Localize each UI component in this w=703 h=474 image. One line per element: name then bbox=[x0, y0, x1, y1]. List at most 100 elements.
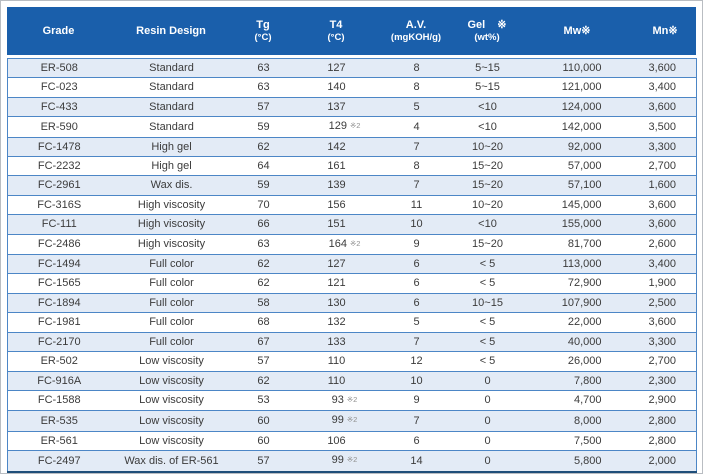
cell-t4: 133 bbox=[294, 331, 379, 352]
cell-t4: 164 ※2 bbox=[294, 233, 379, 255]
cell-gel: < 5 bbox=[454, 254, 521, 274]
cell-mw: 4,700 bbox=[520, 389, 635, 411]
cell-grade: FC-023 bbox=[7, 77, 111, 98]
cell-gel: < 5 bbox=[454, 273, 521, 294]
table-row: ER-535 Low viscosity 60 99 ※2 7 0 8,000 2,800 bbox=[7, 410, 697, 432]
cell-mw: 142,000 bbox=[520, 116, 635, 138]
cell-resin_design: Low viscosity bbox=[110, 389, 233, 411]
cell-t4: 106 bbox=[294, 430, 379, 451]
footnote-mark: ※2 bbox=[346, 394, 358, 404]
cell-mn: 2,700 bbox=[634, 156, 697, 176]
cell-gel: 15~20 bbox=[454, 175, 521, 196]
table-row: FC-1494 Full color 62 127 6 < 5 113,000 3,400 bbox=[7, 254, 697, 274]
column-header-mw: Mw※ bbox=[520, 7, 634, 55]
cell-grade: FC-1565 bbox=[7, 273, 111, 294]
cell-grade: ER-561 bbox=[7, 430, 111, 451]
table-row: FC-023 Standard 63 140 8 5~15 121,000 3,400 bbox=[7, 77, 697, 98]
table-body: ER-508 Standard 63 127 8 5~15 110,000 3,600 FC-0… bbox=[7, 58, 697, 473]
cell-t4: 127 bbox=[327, 62, 346, 74]
cell-av: 9 bbox=[378, 389, 455, 411]
cell-av: 9 bbox=[378, 233, 455, 255]
cell-tg: 66 bbox=[232, 214, 295, 235]
cell-gel: 0 bbox=[454, 430, 521, 451]
cell-t4: 132 bbox=[294, 312, 379, 333]
cell-tg: 53 bbox=[232, 389, 295, 411]
cell-grade: FC-1494 bbox=[7, 254, 111, 274]
cell-grade: FC-433 bbox=[7, 96, 111, 117]
cell-mn: 1,900 bbox=[634, 273, 697, 294]
cell-tg: 58 bbox=[232, 292, 295, 313]
resin-grades-table: ER-508 Standard 63 127 8 5~15 110,000 3,600 FC-0… bbox=[7, 58, 697, 473]
cell-av: 8 bbox=[378, 156, 455, 176]
cell-mw: 121,000 bbox=[520, 77, 635, 98]
footnote-mark: ※2 bbox=[349, 238, 361, 248]
cell-av: 6 bbox=[378, 292, 455, 313]
column-header-unit: (°C) bbox=[254, 31, 272, 43]
cell-tg: 68 bbox=[232, 312, 295, 333]
cell-resin_design: Standard bbox=[110, 96, 233, 117]
cell-mn: 2,000 bbox=[634, 450, 697, 473]
cell-gel: 10~15 bbox=[454, 292, 521, 313]
cell-t4: 127 bbox=[294, 254, 379, 274]
cell-resin_design: Standard bbox=[110, 77, 233, 98]
cell-resin_design: High gel bbox=[110, 136, 233, 157]
cell-tg: 70 bbox=[232, 194, 295, 215]
table-row: FC-2232 High gel 64 161 8 15~20 57,000 2,700 bbox=[7, 156, 697, 176]
column-header-unit: (°C) bbox=[327, 31, 345, 43]
cell-tg: 63 bbox=[257, 62, 270, 74]
cell-mn: 2,800 bbox=[634, 430, 697, 451]
cell-resin_design: Full color bbox=[110, 312, 233, 333]
cell-mn: 2,500 bbox=[634, 292, 697, 313]
cell-mw: 40,000 bbox=[520, 331, 635, 352]
cell-gel: 0 bbox=[454, 370, 521, 391]
cell-resin_design: Full color bbox=[110, 292, 233, 313]
cell-grade: ER-502 bbox=[7, 351, 111, 371]
cell-tg: 63 bbox=[232, 77, 295, 98]
cell-resin_design: High viscosity bbox=[110, 233, 233, 255]
cell-av: 6 bbox=[378, 254, 455, 274]
table-row: FC-111 High viscosity 66 151 10 <10 155,000 3,6… bbox=[7, 214, 697, 235]
cell-av: 7 bbox=[378, 410, 455, 432]
cell-tg: 60 bbox=[232, 410, 295, 432]
cell-mw: 124,000 bbox=[520, 96, 635, 117]
table-row: FC-1894 Full color 58 130 6 10~15 107,900 2,500 bbox=[7, 292, 697, 313]
cell-grade: FC-2486 bbox=[7, 233, 111, 255]
cell-resin_design: Full color bbox=[110, 254, 233, 274]
column-header-label: Gel ※ bbox=[467, 18, 507, 31]
cell-gel: 5~15 bbox=[454, 77, 521, 98]
cell-gel: 0 bbox=[454, 450, 521, 473]
cell-resin_design: Full color bbox=[110, 331, 233, 352]
column-header-label: A.V. bbox=[405, 18, 427, 31]
cell-mw: 7,500 bbox=[520, 430, 635, 451]
cell-mn: 3,600 bbox=[648, 62, 676, 74]
cell-mn: 3,400 bbox=[634, 254, 697, 274]
table-header-row: Grade Resin Design Tg (°C) T4 (°C) A.V. … bbox=[7, 7, 696, 55]
cell-grade: FC-2961 bbox=[7, 175, 111, 196]
cell-tg: 62 bbox=[232, 273, 295, 294]
cell-gel: <10 bbox=[454, 116, 521, 138]
cell-mn: 3,600 bbox=[634, 312, 697, 333]
cell-resin_design: Full color bbox=[110, 273, 233, 294]
cell-gel: <10 bbox=[454, 96, 521, 117]
table-row: FC-2170 Full color 67 133 7 < 5 40,000 3,300 bbox=[7, 331, 697, 352]
column-header-label: Mn※ bbox=[652, 24, 678, 37]
cell-tg: 62 bbox=[232, 370, 295, 391]
cell-mw: 57,000 bbox=[520, 156, 635, 176]
cell-tg: 64 bbox=[232, 156, 295, 176]
cell-resin_design: Wax dis. of ER-561 bbox=[110, 450, 233, 473]
cell-av: 6 bbox=[378, 273, 455, 294]
cell-grade: FC-1894 bbox=[7, 292, 111, 313]
cell-resin_design: Low viscosity bbox=[110, 370, 233, 391]
cell-resin_design: Wax dis. bbox=[110, 175, 233, 196]
cell-gel: 5~15 bbox=[475, 62, 500, 74]
column-header-unit: (wt%) bbox=[474, 31, 500, 43]
column-header-label: Mw※ bbox=[563, 24, 591, 37]
cell-tg: 57 bbox=[232, 450, 295, 473]
cell-av: 7 bbox=[378, 175, 455, 196]
cell-grade: FC-2232 bbox=[7, 156, 111, 176]
cell-t4: 99 ※2 bbox=[294, 410, 379, 432]
cell-mn: 1,600 bbox=[634, 175, 697, 196]
cell-grade: FC-2170 bbox=[7, 331, 111, 352]
cell-mw: 107,900 bbox=[520, 292, 635, 313]
table-row: FC-1981 Full color 68 132 5 < 5 22,000 3,600 bbox=[7, 312, 697, 333]
